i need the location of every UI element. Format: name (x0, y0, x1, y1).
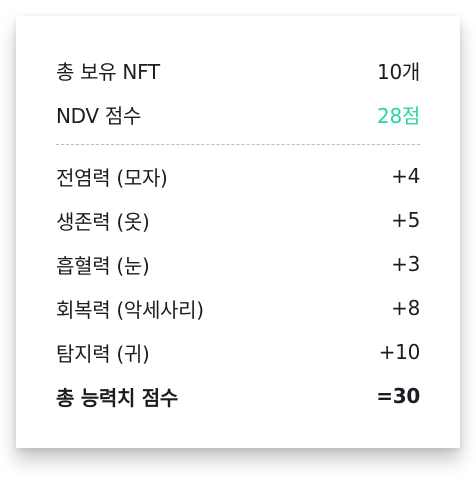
total-score-value: =30 (376, 384, 420, 408)
dashed-divider (56, 144, 420, 145)
stats-card: 총 보유 NFT 10개 NDV 점수 28점 전염력 (모자) +4 생존력 … (16, 16, 460, 448)
ability-label: 전염력 (모자) (56, 165, 168, 190)
ability-value: +4 (391, 164, 420, 188)
ability-row-infection: 전염력 (모자) +4 (56, 161, 420, 191)
ability-value: +3 (391, 252, 420, 276)
ability-label: 흡혈력 (눈) (56, 253, 150, 278)
ability-label: 탐지력 (귀) (56, 341, 150, 366)
ability-row-survival: 생존력 (옷) +5 (56, 205, 420, 235)
ability-row-bloodsucking: 흡혈력 (눈) +3 (56, 249, 420, 279)
ability-value: +5 (391, 208, 420, 232)
ability-value: +10 (378, 340, 421, 364)
total-nft-row: 총 보유 NFT 10개 (56, 55, 420, 85)
ability-row-detection: 탐지력 (귀) +10 (56, 337, 420, 367)
ndv-score-label: NDV 점수 (56, 103, 142, 128)
ability-label: 회복력 (악세사리) (56, 297, 204, 322)
total-nft-value: 10개 (377, 59, 420, 84)
total-score-label: 총 능력치 점수 (56, 385, 178, 410)
ndv-score-row: NDV 점수 28점 (56, 99, 420, 129)
ability-row-recovery: 회복력 (악세사리) +8 (56, 293, 420, 323)
ability-label: 생존력 (옷) (56, 209, 150, 234)
ability-value: +8 (391, 296, 420, 320)
total-nft-label: 총 보유 NFT (56, 59, 160, 84)
total-score-row: 총 능력치 점수 =30 (56, 381, 420, 411)
ndv-score-value: 28점 (377, 103, 420, 128)
